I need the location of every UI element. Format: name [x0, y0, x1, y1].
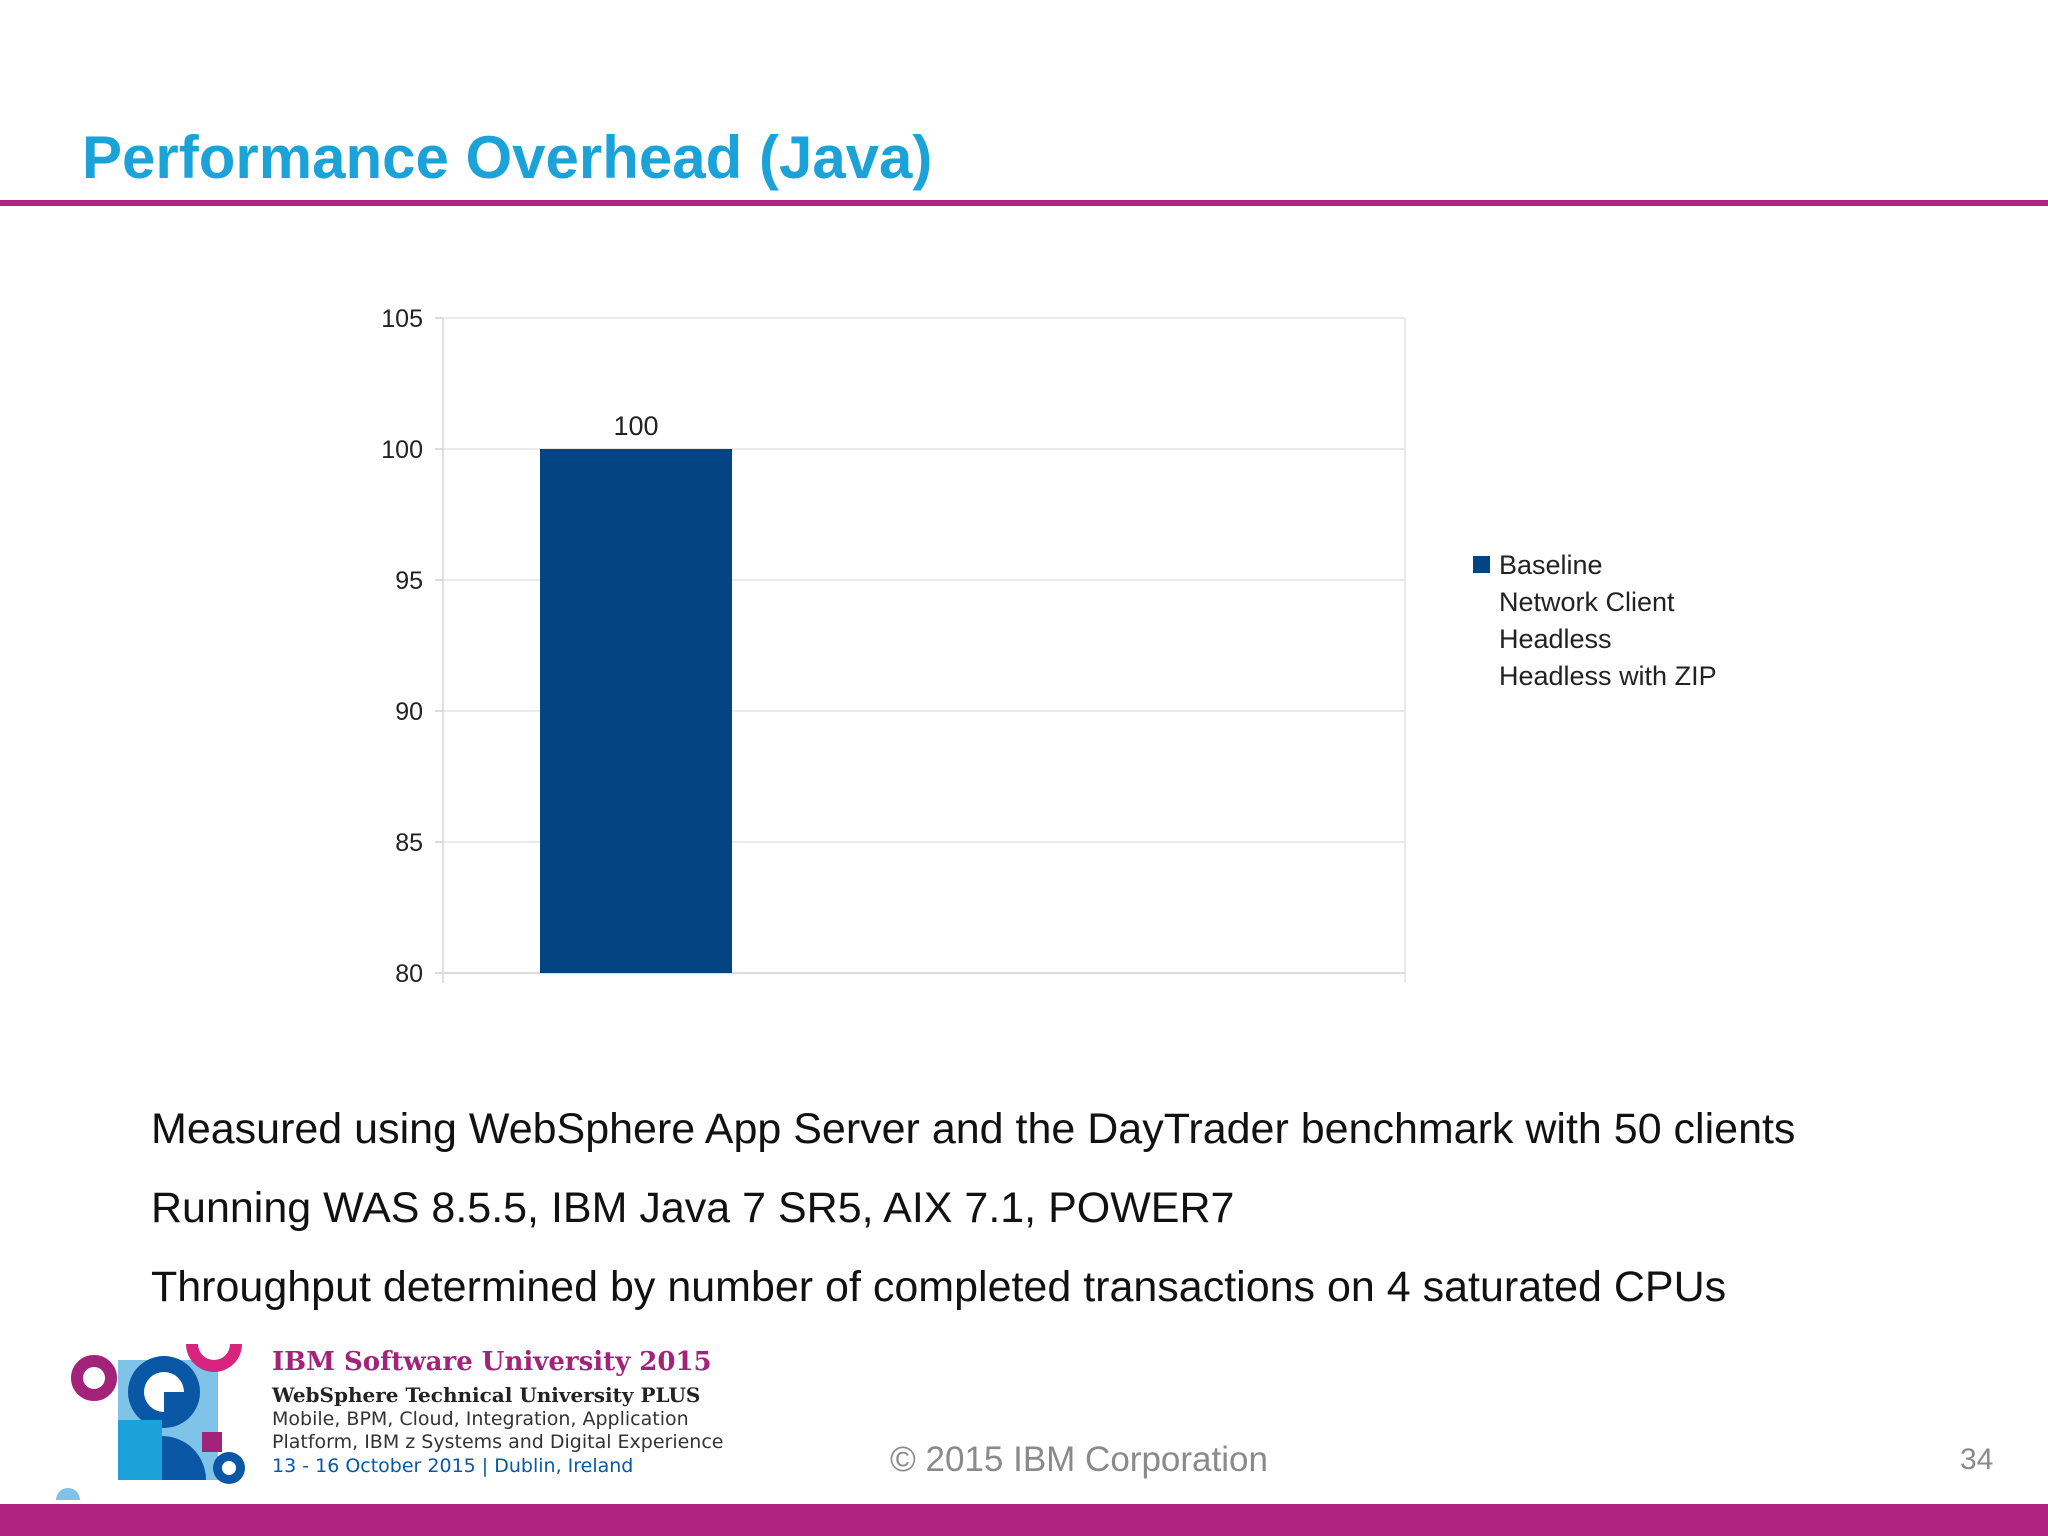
- event-subtitle: WebSphere Technical University PLUS: [272, 1382, 701, 1407]
- event-topics-line2: Platform, IBM z Systems and Digital Expe…: [272, 1431, 724, 1454]
- y-tick-label: 100: [381, 436, 423, 464]
- y-tick-label: 105: [381, 305, 423, 333]
- legend-swatch-baseline: [1473, 556, 1490, 573]
- legend-label-network-client: Network Client: [1499, 587, 1675, 617]
- note-throughput: Throughput determined by number of compl…: [151, 1263, 1727, 1311]
- footer-bar: [0, 1504, 2048, 1536]
- copyright: © 2015 IBM Corporation: [890, 1440, 1268, 1479]
- bar-baseline: [540, 449, 732, 973]
- y-tick-label: 85: [395, 829, 423, 857]
- note-measured: Measured using WebSphere App Server and …: [151, 1105, 1796, 1153]
- event-logo-graphic: [56, 1344, 245, 1500]
- legend-label-headless-with-zip: Headless with ZIP: [1499, 661, 1717, 691]
- event-dates: 13 - 16 October 2015 | Dublin, Ireland: [272, 1455, 634, 1477]
- notes-list: Measured using WebSphere App Server and …: [151, 1090, 2001, 1327]
- y-tick-label: 90: [395, 698, 423, 726]
- event-branding: IBM Software University 2015 WebSphere T…: [272, 1346, 723, 1479]
- y-tick-label: 95: [395, 567, 423, 595]
- slide-title: Performance Overhead (Java): [82, 124, 933, 191]
- event-topics-line1: Mobile, BPM, Cloud, Integration, Applica…: [272, 1407, 689, 1430]
- event-title: IBM Software University 2015: [272, 1347, 712, 1377]
- legend-label-headless: Headless: [1499, 624, 1612, 654]
- page-number: 34: [1960, 1443, 1994, 1476]
- data-label-baseline: 100: [613, 411, 658, 441]
- note-running: Running WAS 8.5.5, IBM Java 7 SR5, AIX 7…: [151, 1184, 1235, 1232]
- y-tick-label: 80: [395, 960, 423, 988]
- legend-label-baseline: Baseline: [1499, 550, 1603, 580]
- title-divider: [0, 200, 2048, 206]
